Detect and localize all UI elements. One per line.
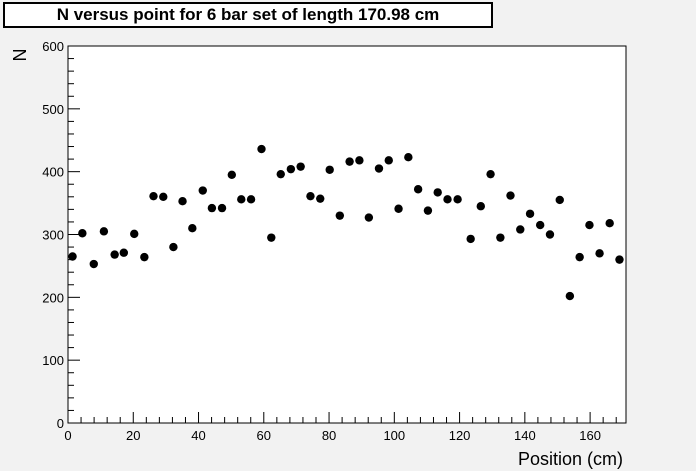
x-tick-label: 0 [64,428,71,443]
data-point [525,209,535,218]
data-point [535,220,545,230]
data-point [413,185,423,194]
data-point [374,164,384,173]
data-point [68,252,77,261]
y-tick-label: 300 [42,228,64,243]
data-point [110,250,119,259]
x-axis-title: Position (cm) [518,449,623,469]
y-tick-label: 600 [42,39,64,54]
data-point [286,164,296,174]
data-point [178,196,187,206]
data-point [404,153,413,162]
data-point [423,206,433,215]
data-point [453,195,462,204]
data-point [169,242,178,252]
data-point [335,211,345,220]
data-point [394,204,403,213]
chart-title: N versus point for 6 bar set of length 1… [56,5,440,24]
x-tick-label: 60 [257,428,271,443]
data-point [89,259,98,269]
data-point [384,156,393,165]
data-point [227,170,237,180]
data-point [99,227,109,236]
data-point [565,291,575,301]
y-axis-title: N [10,49,30,62]
data-point [198,186,207,195]
data-point [207,203,217,213]
data-point [364,213,374,222]
y-tick-label: 0 [57,416,64,431]
y-tick-label: 400 [42,165,64,180]
data-point [119,248,128,257]
data-point [237,195,246,204]
data-point [605,218,614,228]
plot-frame [67,45,627,424]
axis-ticks [67,45,617,424]
data-point [516,225,525,234]
data-point [276,169,285,179]
x-tick-label: 140 [514,428,536,443]
data-point [130,229,139,239]
x-tick-label: 20 [126,428,140,443]
data-point [476,202,485,211]
data-point [296,162,305,171]
data-point [555,195,564,205]
data-point [325,165,334,174]
data-point [345,157,354,166]
data-point [267,233,276,242]
data-point [306,191,315,201]
data-point [595,249,604,258]
x-tick-label: 120 [449,428,471,443]
data-point [585,220,594,230]
data-point [486,169,495,179]
data-point [257,144,266,154]
data-point [496,233,505,242]
data-point [466,234,475,244]
data-point [545,230,555,239]
data-point [316,194,325,203]
x-tick-label: 80 [322,428,336,443]
data-point [246,195,256,204]
data-point [159,192,168,201]
x-tick-label: 160 [579,428,601,443]
data-point [443,195,452,204]
data-point [149,191,158,201]
y-tick-label: 500 [42,102,64,117]
data-point [78,229,87,238]
x-tick-label: 100 [383,428,405,443]
y-tick-labels: 0 100 200 300 400 500 600 [42,39,64,431]
data-point [433,188,442,197]
data-point [615,255,624,264]
data-points [68,144,624,301]
x-tick-labels: 0 20 40 60 80 100 120 140 160 [64,428,601,443]
data-point [355,156,364,165]
data-point [506,191,515,200]
data-point [140,252,149,262]
chart-title-box: N versus point for 6 bar set of length 1… [3,2,493,28]
data-point [217,203,227,213]
y-tick-label: 100 [42,353,64,368]
data-point [188,224,197,233]
data-point [575,252,584,262]
x-tick-label: 40 [191,428,205,443]
y-tick-label: 200 [42,290,64,305]
